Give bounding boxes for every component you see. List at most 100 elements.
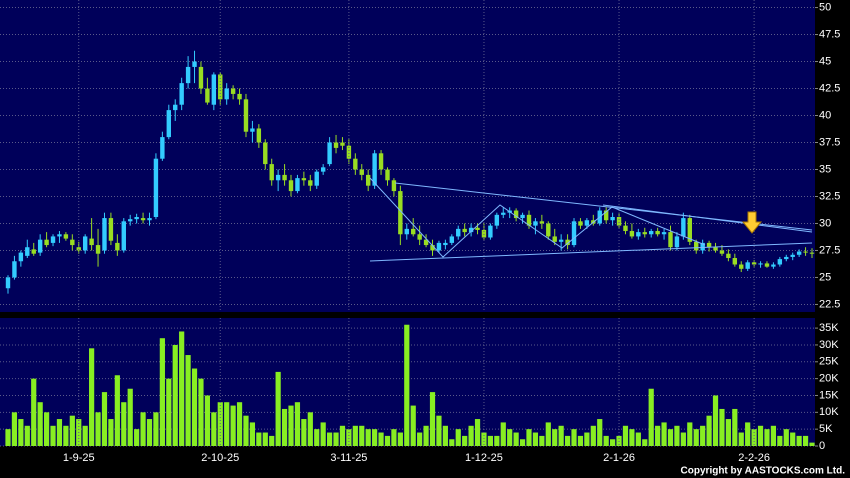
- volume-bar: [314, 429, 320, 446]
- candle-body: [456, 228, 461, 237]
- candle-body: [205, 88, 210, 103]
- candle-body: [411, 228, 416, 235]
- volume-bar: [224, 402, 230, 446]
- volume-bar: [532, 432, 539, 446]
- candle-body: [37, 239, 43, 253]
- volume-bar: [134, 429, 140, 446]
- candle-body: [803, 251, 808, 253]
- volume-bar: [603, 435, 609, 446]
- volume-bar: [217, 402, 223, 446]
- y-tick-label: 10K: [819, 406, 839, 418]
- volume-bar: [397, 432, 403, 446]
- volume-bar: [114, 375, 120, 446]
- candle-body: [346, 145, 352, 159]
- volume-bar: [436, 415, 442, 446]
- volume-bar: [50, 425, 56, 446]
- volume-bar: [429, 392, 436, 446]
- candle-body: [687, 218, 692, 242]
- y-tick-label: 35: [819, 163, 831, 175]
- candle-body: [809, 252, 815, 254]
- candle-body: [327, 142, 332, 165]
- candle-body: [629, 231, 635, 237]
- candle-body: [250, 128, 255, 132]
- volume-bar: [738, 432, 744, 446]
- volume-bar: [185, 355, 191, 446]
- candle-body: [436, 242, 442, 251]
- y-tick-label: 27.5: [819, 244, 840, 256]
- volume-bar: [584, 432, 590, 446]
- volume-bar: [372, 429, 378, 446]
- candle-body: [282, 174, 287, 181]
- candle-body: [308, 180, 313, 186]
- candle-body: [501, 212, 506, 215]
- volume-bar: [558, 425, 564, 446]
- candle-body: [378, 153, 384, 170]
- candle-body: [417, 234, 422, 240]
- volume-bar: [269, 435, 275, 446]
- volume-bar: [468, 425, 474, 446]
- x-tick-label: 2-2-26: [738, 452, 770, 464]
- volume-bar: [757, 425, 764, 446]
- candle-body: [719, 250, 725, 254]
- volume-bar: [327, 432, 333, 446]
- candle-body: [288, 180, 294, 192]
- volume-bar: [674, 425, 680, 446]
- candle-body: [243, 99, 249, 132]
- y-tick-label: 32.5: [819, 190, 840, 202]
- candle-body: [674, 236, 680, 248]
- candle-body: [533, 221, 538, 226]
- volume-bar: [796, 435, 802, 446]
- candle-body: [237, 93, 242, 100]
- candle-body: [565, 239, 570, 246]
- volume-bar: [629, 429, 635, 446]
- candle-body: [636, 232, 641, 237]
- candle-body: [95, 245, 101, 254]
- x-tick-label: 3-11-25: [330, 452, 367, 464]
- candle-body: [771, 264, 776, 267]
- volume-bar: [127, 388, 133, 446]
- y-tick-label: 30: [819, 217, 831, 229]
- candle-body: [475, 227, 480, 230]
- x-tick-label: 2-1-26: [603, 452, 635, 464]
- candle-body: [423, 239, 429, 246]
- y-tick-label: 22.5: [819, 298, 840, 310]
- y-tick-label: 47.5: [819, 28, 840, 40]
- candle-body: [140, 218, 146, 221]
- candle-body: [784, 256, 789, 260]
- candle-body: [494, 214, 500, 226]
- y-tick-label: 25: [819, 271, 831, 283]
- volume-bar: [790, 432, 796, 446]
- volume-bar: [31, 378, 37, 446]
- volume-bar: [69, 415, 75, 446]
- volume-bar: [166, 378, 172, 446]
- candle-body: [365, 174, 371, 186]
- candle-body: [82, 236, 88, 251]
- candle-body: [263, 142, 268, 165]
- volume-bar: [63, 425, 69, 446]
- candle-body: [790, 254, 795, 257]
- candle-body: [777, 259, 783, 265]
- candle-body: [134, 216, 139, 220]
- volume-bar: [333, 432, 339, 446]
- volume-bar: [777, 435, 783, 446]
- volume-bar: [680, 432, 686, 446]
- volume-bar: [507, 429, 513, 446]
- trend-line: [369, 242, 813, 262]
- y-tick-label: 50: [819, 1, 831, 13]
- candle-body: [578, 221, 583, 226]
- volume-bar: [474, 419, 481, 446]
- volume-bar: [687, 422, 693, 446]
- candle-body: [160, 137, 165, 159]
- candle-body: [694, 241, 699, 251]
- candle-body: [661, 232, 667, 235]
- candle-body: [269, 164, 274, 181]
- candle-body: [359, 169, 364, 175]
- volume-bar: [539, 435, 545, 446]
- volume-bar: [146, 419, 153, 446]
- volume-bar: [159, 338, 165, 446]
- volume-bar: [82, 425, 88, 446]
- volume-bar: [320, 422, 326, 446]
- volume-bar: [281, 408, 288, 446]
- volume-bar: [275, 371, 281, 446]
